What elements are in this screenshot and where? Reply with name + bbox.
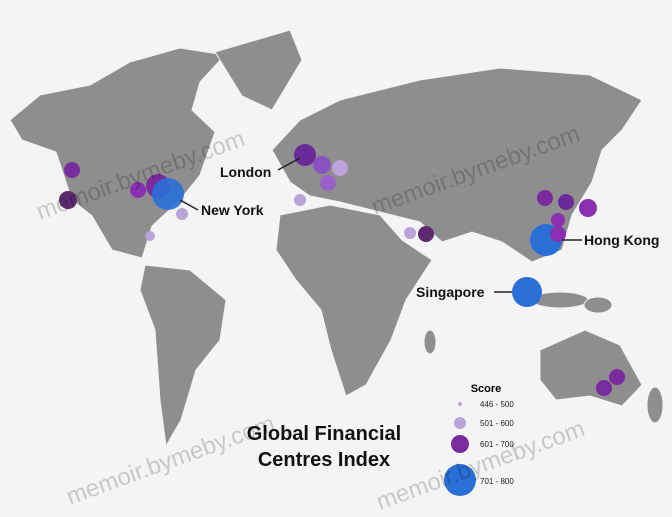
madagascar [423,329,437,355]
legend-symbol [454,417,466,429]
centre-bubble [294,144,316,166]
centre-bubble [558,194,574,210]
new-zealand [646,386,664,424]
centre-bubble [313,156,331,174]
map-title: Centres Index [258,449,390,471]
city-label: New York [201,202,264,218]
leader-line [179,199,199,211]
centre-bubble [596,380,612,396]
centre-bubble [609,369,625,385]
south-america [139,264,227,448]
centre-bubble [512,277,542,307]
eurasia [271,67,643,263]
legend-item: 701 - 800 [480,477,514,486]
new-guinea [583,296,613,314]
centre-bubble [551,213,565,227]
africa [275,204,433,397]
legend-symbol [451,435,469,453]
centres [59,144,625,396]
centre-bubble [537,190,553,206]
city-label: Hong Kong [584,232,659,248]
centre-bubble [130,182,146,198]
centre-bubble [64,162,80,178]
centre-bubble [320,175,336,191]
australia [539,329,643,407]
legend-item: 446 - 500 [480,400,514,409]
centre-bubble [59,191,77,209]
centre-bubble [404,227,416,239]
legend-symbol [444,464,476,496]
centre-bubble [550,226,566,242]
centre-bubble [418,226,434,242]
legend-symbol [458,402,462,406]
greenland [214,29,303,111]
city-label: Singapore [416,284,485,300]
centre-bubble [332,160,348,176]
centre-bubble [176,208,188,220]
map-title: Global Financial [247,423,401,445]
centre-bubble [294,194,306,206]
centre-bubble [145,231,155,241]
legend-title: Score [471,383,502,395]
legend-item: 501 - 600 [480,419,514,428]
legend: Score 446 - 500 501 - 600 601 - 700 701 … [444,383,514,496]
leaders [179,157,582,293]
centre-bubble [579,199,597,217]
centre-bubble [152,178,184,210]
legend-item: 601 - 700 [480,440,514,449]
city-label: London [220,164,271,180]
leader-line [277,157,301,171]
